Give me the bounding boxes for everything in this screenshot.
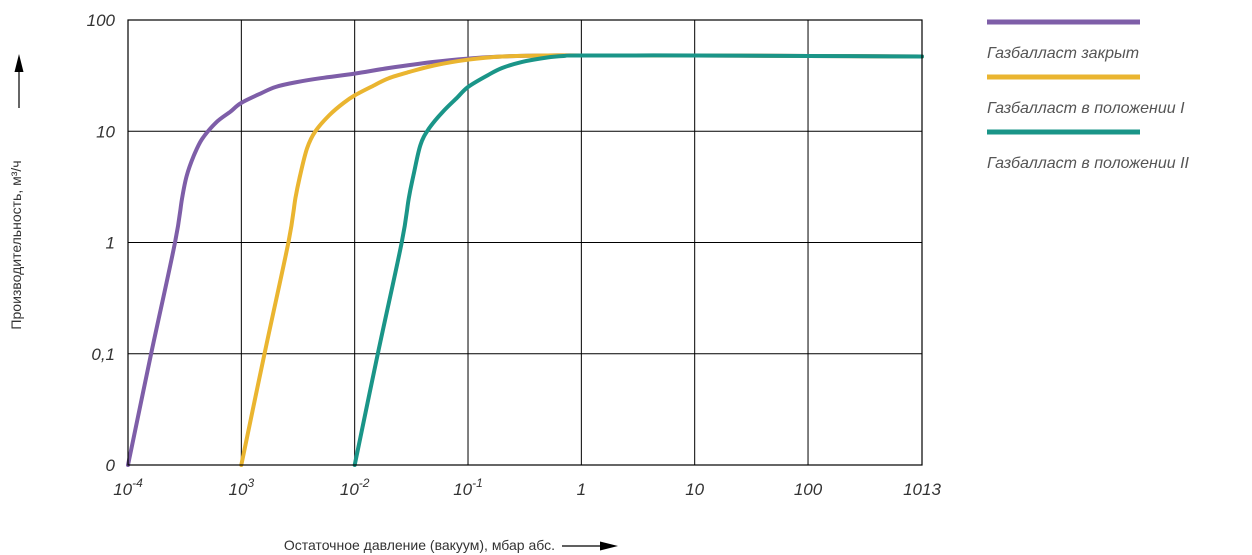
y-tick-label: 1 <box>106 234 115 253</box>
series-lines <box>126 53 924 467</box>
legend-label-2: Газбалласт в положении I <box>987 100 1185 117</box>
x-tick-label: 10-4 <box>113 476 143 499</box>
series-line-3 <box>352 53 924 467</box>
legend-label-3: Газбалласт в положении II <box>987 155 1190 172</box>
x-tick-labels: 10-4 103 10-2 10-1 1 10 100 1013 <box>113 476 941 499</box>
x-tick-label: 1013 <box>903 480 941 499</box>
y-tick-label: 0,1 <box>91 345 115 364</box>
series-line-1 <box>126 53 924 467</box>
x-tick-label: 10-2 <box>340 476 370 499</box>
grid-lines <box>127 19 923 466</box>
legend: Газбалласт закрыт Газбалласт в положении … <box>987 19 1190 172</box>
x-tick-label: 100 <box>794 480 823 499</box>
x-axis-title: Остаточное давление (вакуум), мбар абс. <box>284 537 555 553</box>
x-axis-arrow <box>562 541 618 551</box>
y-tick-label: 10 <box>96 122 115 141</box>
y-axis-title: Производительность, м³/ч <box>8 160 24 329</box>
y-tick-labels: 0 0,1 1 10 100 <box>87 11 116 475</box>
y-tick-label: 0 <box>106 456 116 475</box>
plot-frame <box>127 19 923 466</box>
x-tick-label: 10-1 <box>453 476 483 499</box>
x-tick-label: 103 <box>229 476 255 499</box>
y-tick-label: 100 <box>87 11 116 30</box>
y-axis-arrow <box>14 54 24 108</box>
legend-label-1: Газбалласт закрыт <box>987 45 1139 62</box>
x-tick-label: 1 <box>577 480 586 499</box>
x-tick-label: 10 <box>685 480 704 499</box>
